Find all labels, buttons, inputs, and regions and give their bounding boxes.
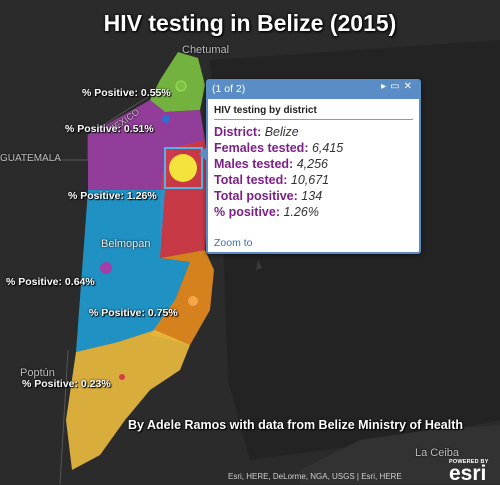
marker-toledo (119, 374, 125, 380)
esri-logo[interactable]: POWERED BY esri (449, 459, 489, 485)
popup-title: HIV testing by district (214, 105, 413, 120)
powered-by-text: POWERED BY (449, 459, 489, 465)
district-cayo (76, 190, 190, 352)
place-la-ceiba: La Ceiba (415, 447, 460, 459)
popup-header-buttons: ▸▭✕ (381, 81, 416, 92)
map-attribution[interactable]: Esri, HERE, DeLorme, NGA, USGS | Esri, H… (228, 472, 402, 481)
field-district: District: Belize (214, 125, 299, 139)
selected-marker-highlight (164, 147, 203, 189)
marker-cayo (100, 262, 112, 274)
popup-pointer (199, 147, 207, 161)
marker-corozal (175, 80, 187, 92)
marker-stann-creek (188, 296, 198, 306)
map-title: HIV testing in Belize (2015) (103, 10, 397, 36)
esri-wordmark: esri (449, 462, 487, 485)
popup-header: (1 of 2) ▸▭✕ (208, 81, 419, 99)
place-chetumal: Chetumal (182, 44, 230, 56)
label-orange-walk: % Positive: 0.51% (65, 123, 154, 135)
label-corozal: % Positive: 0.55% (82, 87, 171, 99)
label-cayo: % Positive: 0.64% (6, 276, 95, 288)
popup-counter: (1 of 2) (212, 83, 246, 95)
info-popup: (1 of 2) ▸▭✕ HIV testing by district Dis… (199, 79, 421, 254)
marker-orange-walk (162, 115, 170, 123)
field-males-tested: Males tested: 4,256 (214, 157, 328, 171)
place-belmopan: Belmopan (101, 238, 151, 250)
label-belize: % Positive: 1.26% (68, 190, 157, 202)
place-poptun: Poptún (20, 367, 55, 379)
field-females-tested: Females tested: 6,415 (214, 141, 344, 155)
maximize-icon[interactable]: ▭ (390, 81, 404, 92)
marker-belize (169, 154, 197, 182)
zoom-to-link[interactable]: Zoom to (214, 237, 253, 249)
field-total-tested: Total tested: 10,671 (214, 173, 330, 187)
credit-text: By Adele Ramos with data from Belize Min… (128, 418, 464, 432)
popup-fields: District: Belize Females tested: 6,415 M… (214, 124, 413, 220)
field-total-positive: Total positive: 134 (214, 189, 323, 203)
label-stann-creek: % Positive: 0.75% (89, 307, 178, 319)
place-guatemala: GUATEMALA (0, 153, 61, 164)
label-toledo: % Positive: 0.23% (22, 378, 111, 390)
district-stann-creek (150, 250, 214, 345)
district-orange-walk (88, 100, 205, 190)
field-percent-positive: % positive: 1.26% (214, 205, 319, 219)
district-toledo (66, 330, 190, 470)
play-icon[interactable]: ▸ (381, 81, 391, 92)
close-icon[interactable]: ✕ (403, 81, 416, 92)
